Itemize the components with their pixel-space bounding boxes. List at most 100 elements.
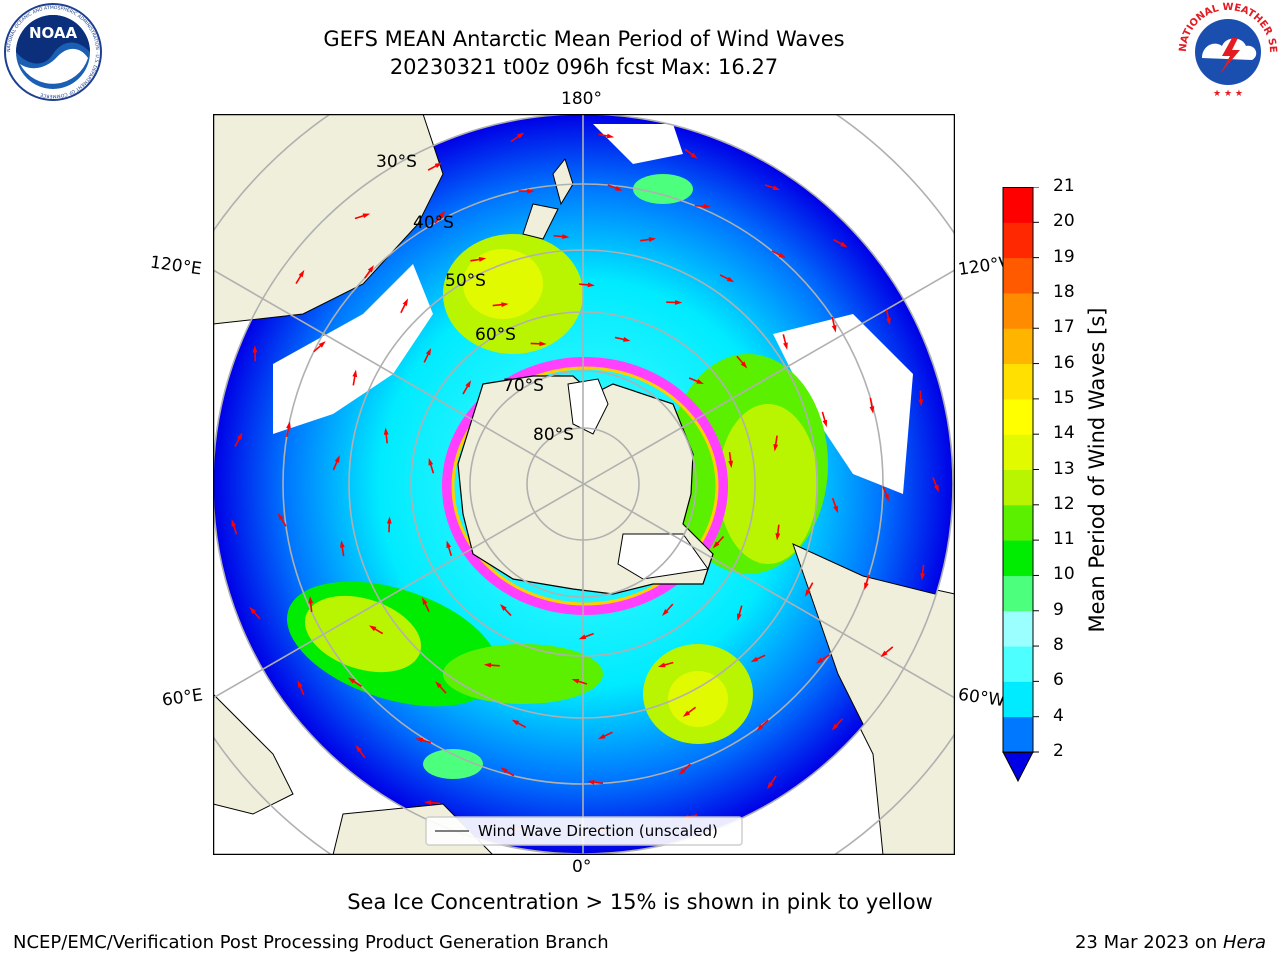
colorbar-tick-label: 2 — [1053, 741, 1064, 761]
wind-wave-arrow-head — [483, 662, 492, 668]
colorbar-tick-label: 12 — [1053, 493, 1075, 514]
colorbar-tick-label: 10 — [1053, 564, 1075, 585]
wind-wave-arrow-head — [478, 257, 487, 262]
lon-label-0: 0° — [572, 857, 592, 877]
wind-wave-arrow-head — [648, 237, 657, 242]
wind-wave-arrow-head — [298, 269, 305, 278]
wind-wave-arrow-head — [696, 379, 704, 385]
colorbar-band — [1003, 434, 1033, 470]
sea-ice-note: Sea Ice Concentration > 15% is shown in … — [347, 890, 933, 914]
lat-label-70s: 70°S — [503, 376, 544, 396]
colorbar-band — [1003, 716, 1033, 753]
colorbar-tick-label: 19 — [1053, 246, 1075, 267]
wind-wave-arrow-head — [773, 444, 779, 452]
wind-wave-arrows — [231, 132, 939, 834]
wind-wave-arrow-head — [886, 317, 891, 326]
colorbar-band — [1003, 398, 1033, 435]
wind-wave-arrow-head — [422, 597, 428, 605]
wind-wave-arrow-head — [368, 625, 377, 632]
colorbar-label: Mean Period of Wind Waves [s] — [1085, 307, 1109, 633]
wind-wave-arrow-head — [334, 455, 340, 463]
wind-wave-arrow-head — [682, 710, 691, 717]
wind-wave-arrow-head — [880, 650, 888, 658]
lat-label-30s: 30°S — [376, 152, 417, 172]
wind-wave-arrow-head — [756, 724, 764, 731]
wind-wave-arrow-head — [386, 516, 392, 524]
wind-wave-arrow-head — [434, 162, 443, 169]
wind-wave-arrow-head — [726, 276, 735, 283]
colorbar-tick-label: 21 — [1053, 176, 1075, 196]
wind-wave-arrow-head — [362, 213, 371, 219]
colorbar-band — [1003, 292, 1033, 329]
lon-label-60w: 60°W — [956, 684, 1007, 712]
plot-title-line2: 20230321 t00z 096h fcst Max: 16.27 — [389, 55, 779, 79]
wind-wave-arrow-head — [864, 582, 869, 591]
wind-wave-arrow-head — [750, 656, 759, 663]
wind-wave-arrow-head — [236, 432, 243, 440]
wind-wave-arrow-head — [775, 533, 781, 541]
wind-wave-arrow-head — [277, 512, 284, 521]
graticule — [213, 114, 955, 855]
wind-wave-arrow-head — [539, 341, 547, 347]
wind-wave-arrow-head — [623, 337, 631, 342]
wind-wave-arrow-head — [772, 185, 781, 191]
wind-wave-arrow-head — [516, 132, 525, 139]
wind-wave-arrow-head — [438, 210, 446, 218]
wind-wave-arrow-head — [347, 677, 356, 684]
wind-wave-arrow-head — [446, 540, 452, 549]
wind-wave-arrow-head — [297, 680, 303, 688]
colorbar-bands — [1003, 187, 1033, 753]
wind-wave-arrow-head — [500, 767, 508, 774]
wind-wave-arrow-head — [657, 662, 666, 668]
wind-wave-arrow-head — [678, 768, 686, 775]
wind-wave-arrow-head — [831, 723, 839, 731]
colorbar-tick-label: 4 — [1053, 705, 1064, 726]
wind-wave-arrow-head — [833, 505, 838, 514]
colorbar-tick-label: 6 — [1053, 670, 1064, 691]
wind-wave-arrow-head — [767, 781, 774, 790]
colorbar-band — [1003, 187, 1033, 223]
wind-wave-arrow-head — [367, 265, 374, 273]
wind-wave-arrow-head — [500, 603, 507, 611]
colorbar-tick-label: 9 — [1053, 599, 1064, 620]
colorbar-band — [1003, 681, 1033, 718]
noaa-logo-text: NOAA — [29, 24, 78, 42]
lat-label-50s: 50°S — [445, 271, 486, 291]
plot-title-line1: GEFS MEAN Antarctic Mean Period of Wind … — [323, 27, 845, 51]
wind-wave-arrow-head — [383, 427, 389, 435]
colorbar — [1002, 187, 1039, 783]
wind-wave-arrow-head — [783, 342, 788, 350]
wind-wave-arrow-head — [703, 203, 711, 209]
colorbar-band — [1003, 540, 1033, 576]
wind-wave-arrow-head — [737, 613, 742, 621]
wind-wave-arrow-head — [674, 300, 683, 305]
wind-wave-arrow-head — [425, 347, 432, 356]
wind-wave-arrow-head — [308, 596, 314, 604]
wind-wave-arrow-head — [435, 681, 442, 689]
wind-wave-arrow-head — [712, 541, 720, 549]
wind-wave-arrow-head — [920, 573, 925, 581]
colorbar-band — [1003, 575, 1033, 612]
colorbar-tick-label: 15 — [1053, 387, 1075, 408]
wind-wave-arrow-head — [252, 345, 258, 353]
wind-wave-arrow-head — [286, 421, 291, 429]
svg-text:★ ★ ★: ★ ★ ★ — [1213, 89, 1243, 99]
wind-wave-arrow-head — [822, 419, 828, 428]
footer-right: 23 Mar 2023 on Hera — [1075, 932, 1266, 953]
wind-wave-arrow-head — [884, 493, 890, 502]
colorbar-tick-label: 20 — [1053, 211, 1075, 232]
footer-left: NCEP/EMC/Verification Post Processing Pr… — [13, 932, 609, 953]
wind-wave-arrow-head — [562, 234, 570, 239]
colorbar-tick-label: 17 — [1053, 317, 1075, 338]
wind-wave-arrow-head — [587, 282, 596, 288]
colorbar-tick-label: 13 — [1053, 458, 1075, 479]
map-legend: Wind Wave Direction (unscaled) — [425, 816, 743, 846]
colorbar-band — [1003, 222, 1033, 259]
wind-wave-arrow-head — [778, 252, 787, 259]
colorbar-tick-label: 16 — [1053, 352, 1075, 373]
wind-wave-arrow-head — [527, 188, 535, 194]
wind-wave-arrow-head — [869, 406, 875, 414]
wind-wave-arrow-head — [355, 744, 362, 753]
nws-logo: NATIONAL WEATHER SERVICE ★ ★ ★ — [1176, 0, 1278, 99]
wind-wave-arrow-head — [587, 779, 595, 785]
